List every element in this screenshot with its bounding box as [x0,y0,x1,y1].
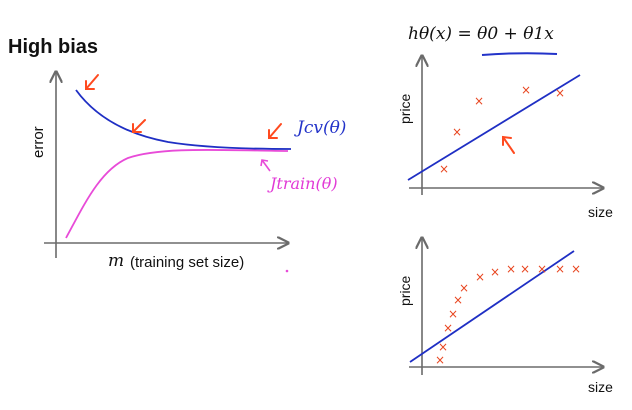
data-point-marker: × [571,262,581,276]
data-point-marker: × [475,270,485,284]
data-point-marker: × [490,265,500,279]
top-plot-arrow [502,135,515,154]
top-fit-line [407,74,581,181]
data-point-marker: × [474,94,484,108]
data-point-marker: × [555,262,565,276]
data-point-marker: × [439,162,449,176]
bottom-plot-axes [409,238,603,375]
data-point-marker: × [453,293,463,307]
top-price-label: price [397,93,413,124]
learning-curve-axes [44,72,288,258]
bottom-data-points: × × × × × × × × × × × × × [435,262,581,367]
arrow-start [85,74,99,90]
hypothesis-formula: hθ(x) = θ0 + θ1x [408,24,554,44]
m-symbol: m [108,251,125,271]
bottom-fit-line [409,250,575,363]
data-point-marker: × [452,125,462,139]
pink-dot [285,269,289,273]
data-point-marker: × [443,321,453,335]
jcv-label: Jcv(θ) [297,118,347,138]
top-size-label: size [588,204,613,220]
bottom-size-label: size [588,379,613,395]
data-point-marker: × [537,262,547,276]
training-set-size-label: (training set size) [130,254,245,271]
jtrain-pointer-arrow [260,159,271,172]
data-point-marker: × [506,262,516,276]
jtrain-curve [65,148,289,239]
data-point-marker: × [435,353,445,367]
error-axis-label: error [30,126,47,158]
jtrain-label: Jtrain(θ) [270,174,338,193]
data-point-marker: × [520,262,530,276]
bottom-price-label: price [397,275,413,306]
data-point-marker: × [521,83,531,97]
data-point-marker: × [438,340,448,354]
formula-underline [481,52,558,56]
top-data-points: × × × × × [439,83,565,176]
data-point-marker: × [555,86,565,100]
data-point-marker: × [448,307,458,321]
annotation-arrows [85,74,282,139]
data-point-marker: × [459,281,469,295]
arrow-end [268,123,282,139]
jcv-curve [75,89,292,150]
slide-title: High bias [8,36,99,58]
arrow-middle [132,119,146,133]
